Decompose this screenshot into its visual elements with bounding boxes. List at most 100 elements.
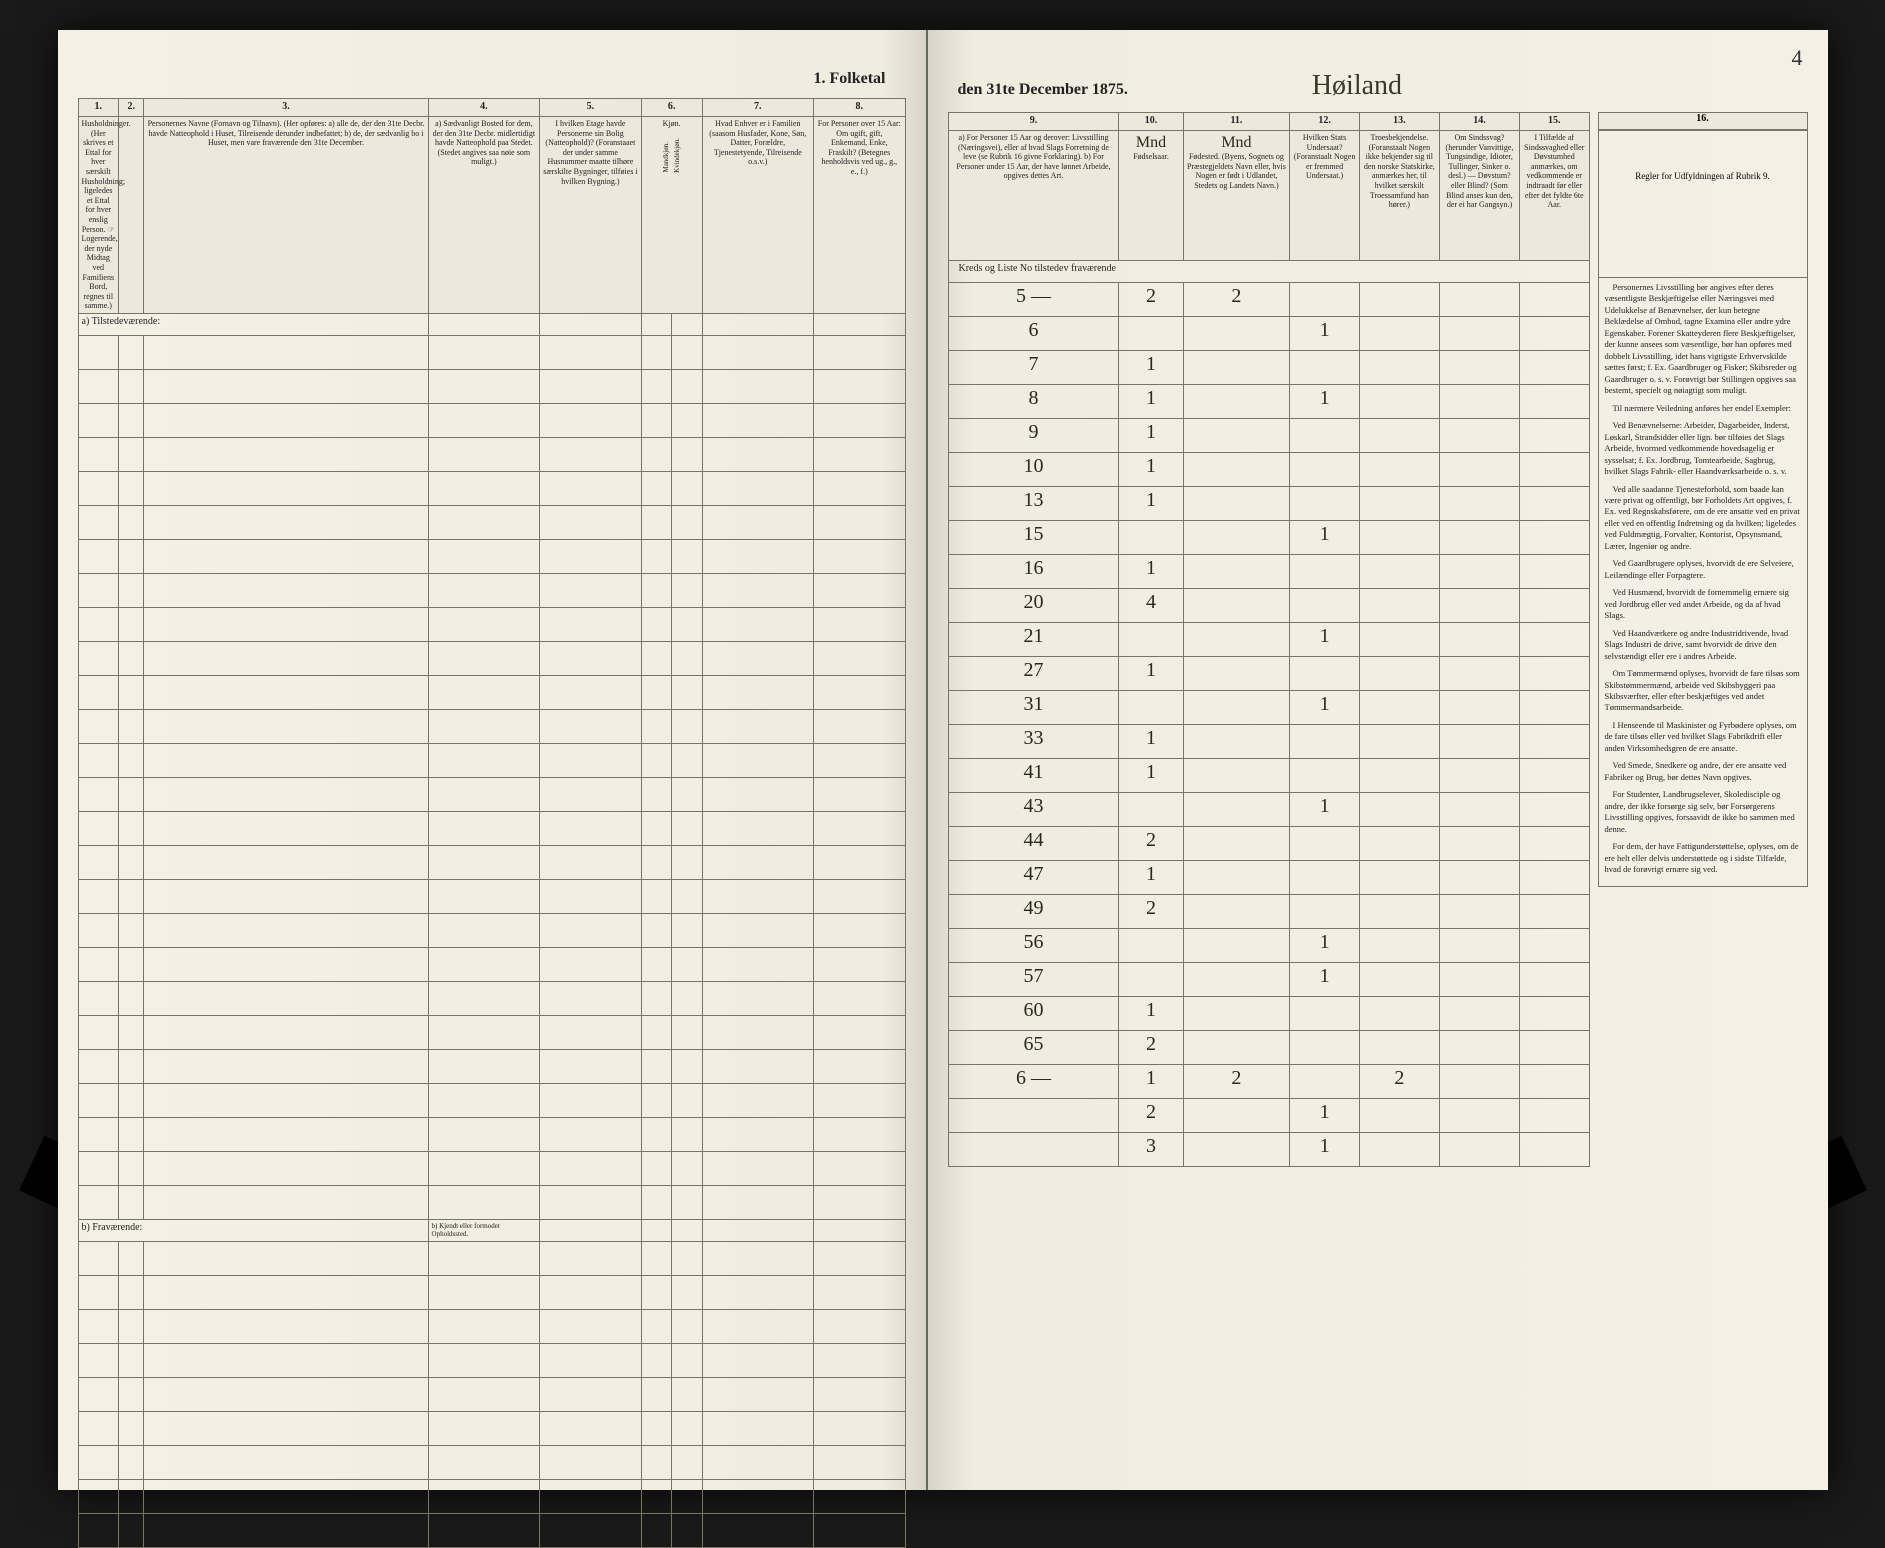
table-row [78, 1117, 905, 1151]
hw-cell [1359, 385, 1439, 419]
hw-cell: 13 [948, 487, 1119, 521]
cell [1520, 419, 1589, 453]
cell [1439, 759, 1519, 793]
hw-cell [1119, 963, 1183, 997]
cell [1520, 929, 1589, 963]
cell [641, 1513, 671, 1547]
cell [540, 641, 641, 675]
cell [641, 1083, 671, 1117]
hw-cell [1119, 929, 1183, 963]
cell [540, 1343, 641, 1377]
cell [672, 1117, 702, 1151]
cell [540, 777, 641, 811]
cell [144, 1445, 428, 1479]
hw-cell [1183, 453, 1290, 487]
cell [1520, 385, 1589, 419]
table-row [78, 845, 905, 879]
table-row [78, 709, 905, 743]
cell [641, 1309, 671, 1343]
cell [672, 369, 702, 403]
col-num: 8. [814, 99, 905, 117]
hw-cell [1183, 793, 1290, 827]
cell [1439, 419, 1519, 453]
cell [540, 573, 641, 607]
title-date: den 31te December 1875. [958, 81, 1128, 98]
hw-cell [1183, 691, 1290, 725]
table-row [78, 879, 905, 913]
col-num: 3. [144, 99, 428, 117]
table-row [78, 1445, 905, 1479]
page-left: 1. Folketal 1. 2. 3. 4. 5. 6. 7. 8. Hush… [58, 30, 928, 1490]
cell [119, 1377, 144, 1411]
hw-cell: 1 [1119, 385, 1183, 419]
cell [144, 1479, 428, 1513]
cell [119, 1015, 144, 1049]
cell [540, 879, 641, 913]
cell [1439, 861, 1519, 895]
table-row: 571 [948, 963, 1589, 997]
table-row: 492 [948, 895, 1589, 929]
hw-cell: 1 [1119, 419, 1183, 453]
cell [428, 1015, 540, 1049]
cell [78, 1275, 119, 1309]
cell [144, 1185, 428, 1219]
col-num: 13. [1359, 113, 1439, 131]
hw-cell [1359, 521, 1439, 555]
cell [702, 1445, 814, 1479]
table-row [78, 335, 905, 369]
hw-cell [1290, 725, 1359, 759]
hw-cell [1290, 895, 1359, 929]
ledger-table-left: 1. 2. 3. 4. 5. 6. 7. 8. Husholdninger. (… [78, 98, 906, 1548]
cell [428, 1049, 540, 1083]
column-number-row: 9. 10. 11. 12. 13. 14. 15. [948, 113, 1589, 131]
cell [702, 913, 814, 947]
cell [814, 1185, 905, 1219]
header-male: Mandkjøn. [662, 142, 670, 173]
cell [144, 1275, 428, 1309]
cell [119, 845, 144, 879]
hw-cell: 3 [1119, 1133, 1183, 1167]
hw-cell: 1 [1119, 351, 1183, 385]
table-row [78, 743, 905, 777]
hw-cell [1359, 623, 1439, 657]
cell [672, 1241, 702, 1275]
cell [672, 1151, 702, 1185]
cell [78, 505, 119, 539]
cell [814, 845, 905, 879]
hw-cell [1290, 283, 1359, 317]
cell [428, 1309, 540, 1343]
cell [814, 437, 905, 471]
cell [428, 709, 540, 743]
cell [672, 675, 702, 709]
hw-cell [1183, 827, 1290, 861]
hw-cell [1290, 351, 1359, 385]
hw-col-header: Mnd [1136, 134, 1166, 151]
cell [702, 1411, 814, 1445]
cell [78, 845, 119, 879]
hw-cell [1119, 317, 1183, 351]
cell [641, 471, 671, 505]
hw-cell: 1 [1290, 623, 1359, 657]
cell [540, 335, 641, 369]
hw-cell: 1 [1290, 963, 1359, 997]
cell [78, 709, 119, 743]
cell [540, 947, 641, 981]
cell [672, 743, 702, 777]
table-row: 131 [948, 487, 1589, 521]
hw-cell: 6 — [948, 1065, 1119, 1099]
cell [814, 1049, 905, 1083]
cell [428, 369, 540, 403]
cell [428, 403, 540, 437]
header-sex: Kjøn. Mandkjøn. Kvindekjøn. [641, 117, 702, 314]
hw-cell: 1 [1290, 385, 1359, 419]
table-row [78, 777, 905, 811]
hw-cell [1359, 351, 1439, 385]
cell [540, 675, 641, 709]
instruction-paragraph: I Henseende til Maskinister og Fyrbødere… [1605, 720, 1801, 754]
cell [672, 845, 702, 879]
ledger-book: 1. Folketal 1. 2. 3. 4. 5. 6. 7. 8. Hush… [58, 30, 1828, 1490]
hw-cell: 65 [948, 1031, 1119, 1065]
hw-cell: 1 [1290, 1133, 1359, 1167]
cell [119, 403, 144, 437]
cell [1520, 1133, 1589, 1167]
